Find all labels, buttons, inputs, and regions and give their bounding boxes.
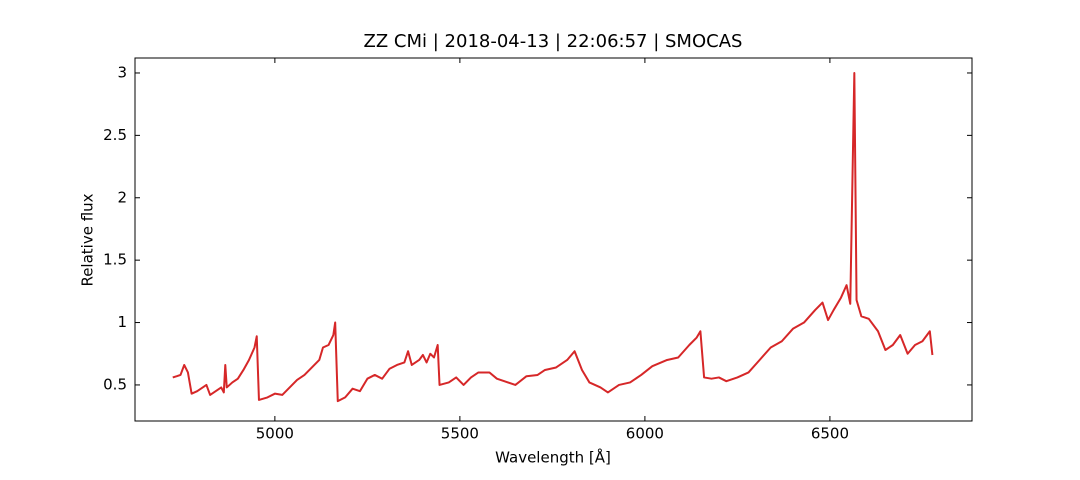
y-axis-label: Relative flux (79, 193, 97, 286)
y-tick-label: 2.5 (103, 126, 127, 144)
chart-title: ZZ CMi | 2018-04-13 | 22:06:57 | SMOCAS (364, 31, 743, 52)
y-tick-label: 3 (117, 63, 127, 81)
x-tick-label: 6500 (811, 425, 849, 443)
y-tick-label: 2 (117, 188, 127, 206)
plot-frame (134, 57, 973, 422)
x-tick-label: 6000 (626, 425, 664, 443)
spectrum-line (172, 71, 934, 403)
x-tick-label: 5000 (256, 425, 294, 443)
y-tick-label: 1.5 (103, 251, 127, 269)
y-tick-label: 1 (117, 313, 127, 331)
x-axis-label: Wavelength [Å] (495, 448, 611, 467)
x-tick-label: 5500 (441, 425, 479, 443)
y-tick-label: 0.5 (103, 375, 127, 393)
